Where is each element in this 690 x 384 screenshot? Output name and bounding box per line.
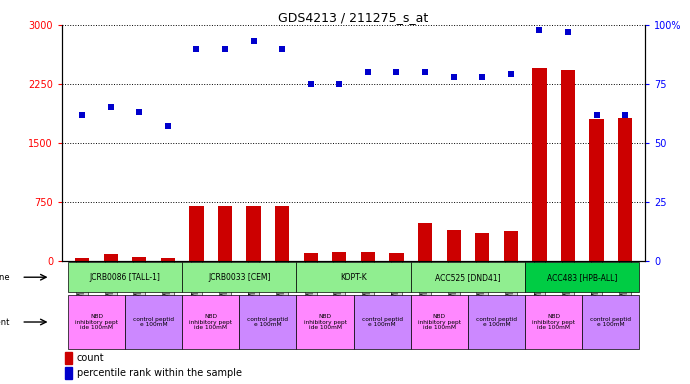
Bar	[246, 206, 261, 261]
Bar	[582, 295, 640, 349]
Bar	[532, 68, 546, 261]
Text: control peptid
e 100mM: control peptid e 100mM	[248, 316, 288, 328]
Text: agent: agent	[0, 318, 10, 326]
Bar	[475, 233, 489, 261]
Bar	[561, 70, 575, 261]
Point	[248, 38, 259, 45]
Bar	[504, 231, 518, 261]
Point	[162, 123, 173, 129]
Text: KOPT-K: KOPT-K	[340, 273, 367, 282]
Bar	[468, 295, 525, 349]
Point	[448, 74, 459, 80]
Bar	[132, 257, 146, 261]
Bar	[354, 295, 411, 349]
Point	[505, 71, 516, 78]
Bar	[297, 262, 411, 292]
Bar	[65, 353, 72, 364]
Text: control peptid
e 100mM: control peptid e 100mM	[133, 316, 174, 328]
Bar	[239, 295, 297, 349]
Point	[620, 111, 631, 118]
Text: JCRB0086 [TALL-1]: JCRB0086 [TALL-1]	[90, 273, 160, 282]
Bar	[65, 367, 72, 379]
Bar	[104, 255, 118, 261]
Text: cell line: cell line	[0, 273, 10, 282]
Bar	[525, 262, 640, 292]
Bar	[361, 252, 375, 261]
Bar	[411, 295, 468, 349]
Bar	[389, 253, 404, 261]
Text: NBD
inhibitory pept
ide 100mM: NBD inhibitory pept ide 100mM	[418, 314, 461, 330]
Text: NBD
inhibitory pept
ide 100mM: NBD inhibitory pept ide 100mM	[75, 314, 118, 330]
Bar	[68, 262, 182, 292]
Bar	[446, 230, 461, 261]
Text: control peptid
e 100mM: control peptid e 100mM	[362, 316, 403, 328]
Bar	[68, 295, 125, 349]
Bar	[411, 262, 525, 292]
Point	[219, 45, 230, 51]
Point	[134, 109, 145, 115]
Point	[391, 69, 402, 75]
Point	[277, 45, 288, 51]
Point	[105, 104, 116, 111]
Bar	[525, 295, 582, 349]
Point	[591, 111, 602, 118]
Bar	[75, 258, 89, 261]
Point	[77, 111, 88, 118]
Text: control peptid
e 100mM: control peptid e 100mM	[476, 316, 517, 328]
Point	[362, 69, 373, 75]
Text: NBD
inhibitory pept
ide 100mM: NBD inhibitory pept ide 100mM	[304, 314, 346, 330]
Point	[534, 26, 545, 33]
Point	[420, 69, 431, 75]
Bar	[182, 262, 297, 292]
Point	[562, 29, 573, 35]
Text: JCRB0033 [CEM]: JCRB0033 [CEM]	[208, 273, 270, 282]
Text: control peptid
e 100mM: control peptid e 100mM	[591, 316, 631, 328]
Text: NBD
inhibitory pept
ide 100mM: NBD inhibitory pept ide 100mM	[532, 314, 575, 330]
Bar	[189, 206, 204, 261]
Bar	[418, 223, 432, 261]
Bar	[218, 206, 232, 261]
Bar	[182, 295, 239, 349]
Title: GDS4213 / 211275_s_at: GDS4213 / 211275_s_at	[279, 11, 428, 24]
Text: ACC525 [DND41]: ACC525 [DND41]	[435, 273, 501, 282]
Point	[305, 81, 316, 87]
Text: NBD
inhibitory pept
ide 100mM: NBD inhibitory pept ide 100mM	[189, 314, 233, 330]
Bar	[304, 253, 318, 261]
Bar	[161, 258, 175, 261]
Point	[191, 45, 202, 51]
Point	[334, 81, 345, 87]
Bar	[618, 118, 632, 261]
Bar	[589, 119, 604, 261]
Text: ACC483 [HPB-ALL]: ACC483 [HPB-ALL]	[547, 273, 618, 282]
Bar	[275, 207, 289, 261]
Bar	[297, 295, 354, 349]
Bar	[125, 295, 182, 349]
Bar	[332, 252, 346, 261]
Text: percentile rank within the sample: percentile rank within the sample	[77, 368, 242, 378]
Point	[477, 74, 488, 80]
Text: count: count	[77, 353, 104, 363]
